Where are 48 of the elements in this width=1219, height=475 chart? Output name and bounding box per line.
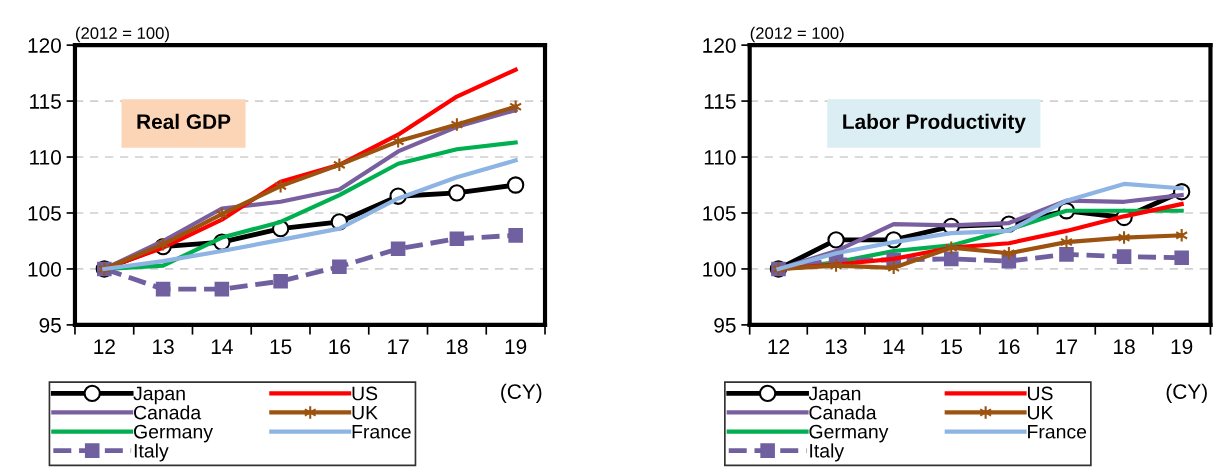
legend-label: France	[1028, 424, 1087, 439]
x-tick-label: 18	[1114, 339, 1135, 355]
legend-label: Germany	[134, 424, 213, 443]
text: (2012 = 100)	[750, 26, 844, 43]
x-tick-label: 19	[505, 339, 527, 355]
legend-label: US	[1027, 386, 1053, 401]
legend-label: Canada	[134, 405, 202, 420]
y-tick-label: 95	[39, 317, 61, 333]
legend-label: Canada	[809, 405, 877, 420]
y-tick-label: 115	[704, 94, 736, 109]
x-tick-label: 13	[153, 339, 174, 355]
legend-label: Japan	[133, 386, 185, 405]
legend-label: UK	[1027, 405, 1054, 420]
y-tick-label: 95	[714, 317, 736, 333]
x-tick-label: 17	[388, 339, 409, 354]
x-tick-label: 14	[883, 339, 905, 354]
legend-label: France	[352, 424, 411, 439]
legend-label: Germany	[809, 424, 889, 443]
x-tick-label: 13	[826, 339, 847, 355]
y-tick-label: 115	[30, 94, 61, 109]
x-tick-label: 18	[446, 339, 468, 355]
x-tick-label: 16	[998, 339, 1020, 355]
text: Labor Productivity	[843, 113, 1026, 134]
text: (2012 = 100)	[76, 26, 169, 43]
y-tick-label: 105	[28, 205, 61, 221]
x-tick-label: 12	[768, 339, 790, 354]
x-tick-label: 19	[1171, 339, 1193, 355]
text: (CY)	[501, 383, 542, 404]
y-tick-label: 110	[30, 150, 61, 165]
y-tick-label: 100	[28, 261, 61, 277]
text: (CY)	[1166, 383, 1207, 404]
legend-label: Italy	[810, 443, 845, 462]
text: Real GDP	[137, 113, 231, 130]
y-tick-label: 120	[703, 38, 736, 53]
legend-label: US	[352, 386, 378, 401]
x-tick-label: 17	[1056, 339, 1078, 354]
legend-label: UK	[352, 405, 378, 420]
y-tick-label: 100	[703, 261, 736, 277]
y-tick-label: 120	[28, 38, 61, 53]
legend-label: Japan	[808, 386, 861, 405]
y-tick-label: 105	[703, 205, 736, 221]
x-tick-label: 15	[941, 339, 962, 355]
x-tick-label: 15	[270, 339, 292, 355]
x-tick-label: 12	[94, 339, 115, 354]
y-tick-label: 110	[704, 150, 736, 165]
x-tick-label: 16	[329, 339, 351, 355]
x-tick-label: 14	[211, 339, 233, 354]
legend-label: Italy	[134, 443, 169, 462]
